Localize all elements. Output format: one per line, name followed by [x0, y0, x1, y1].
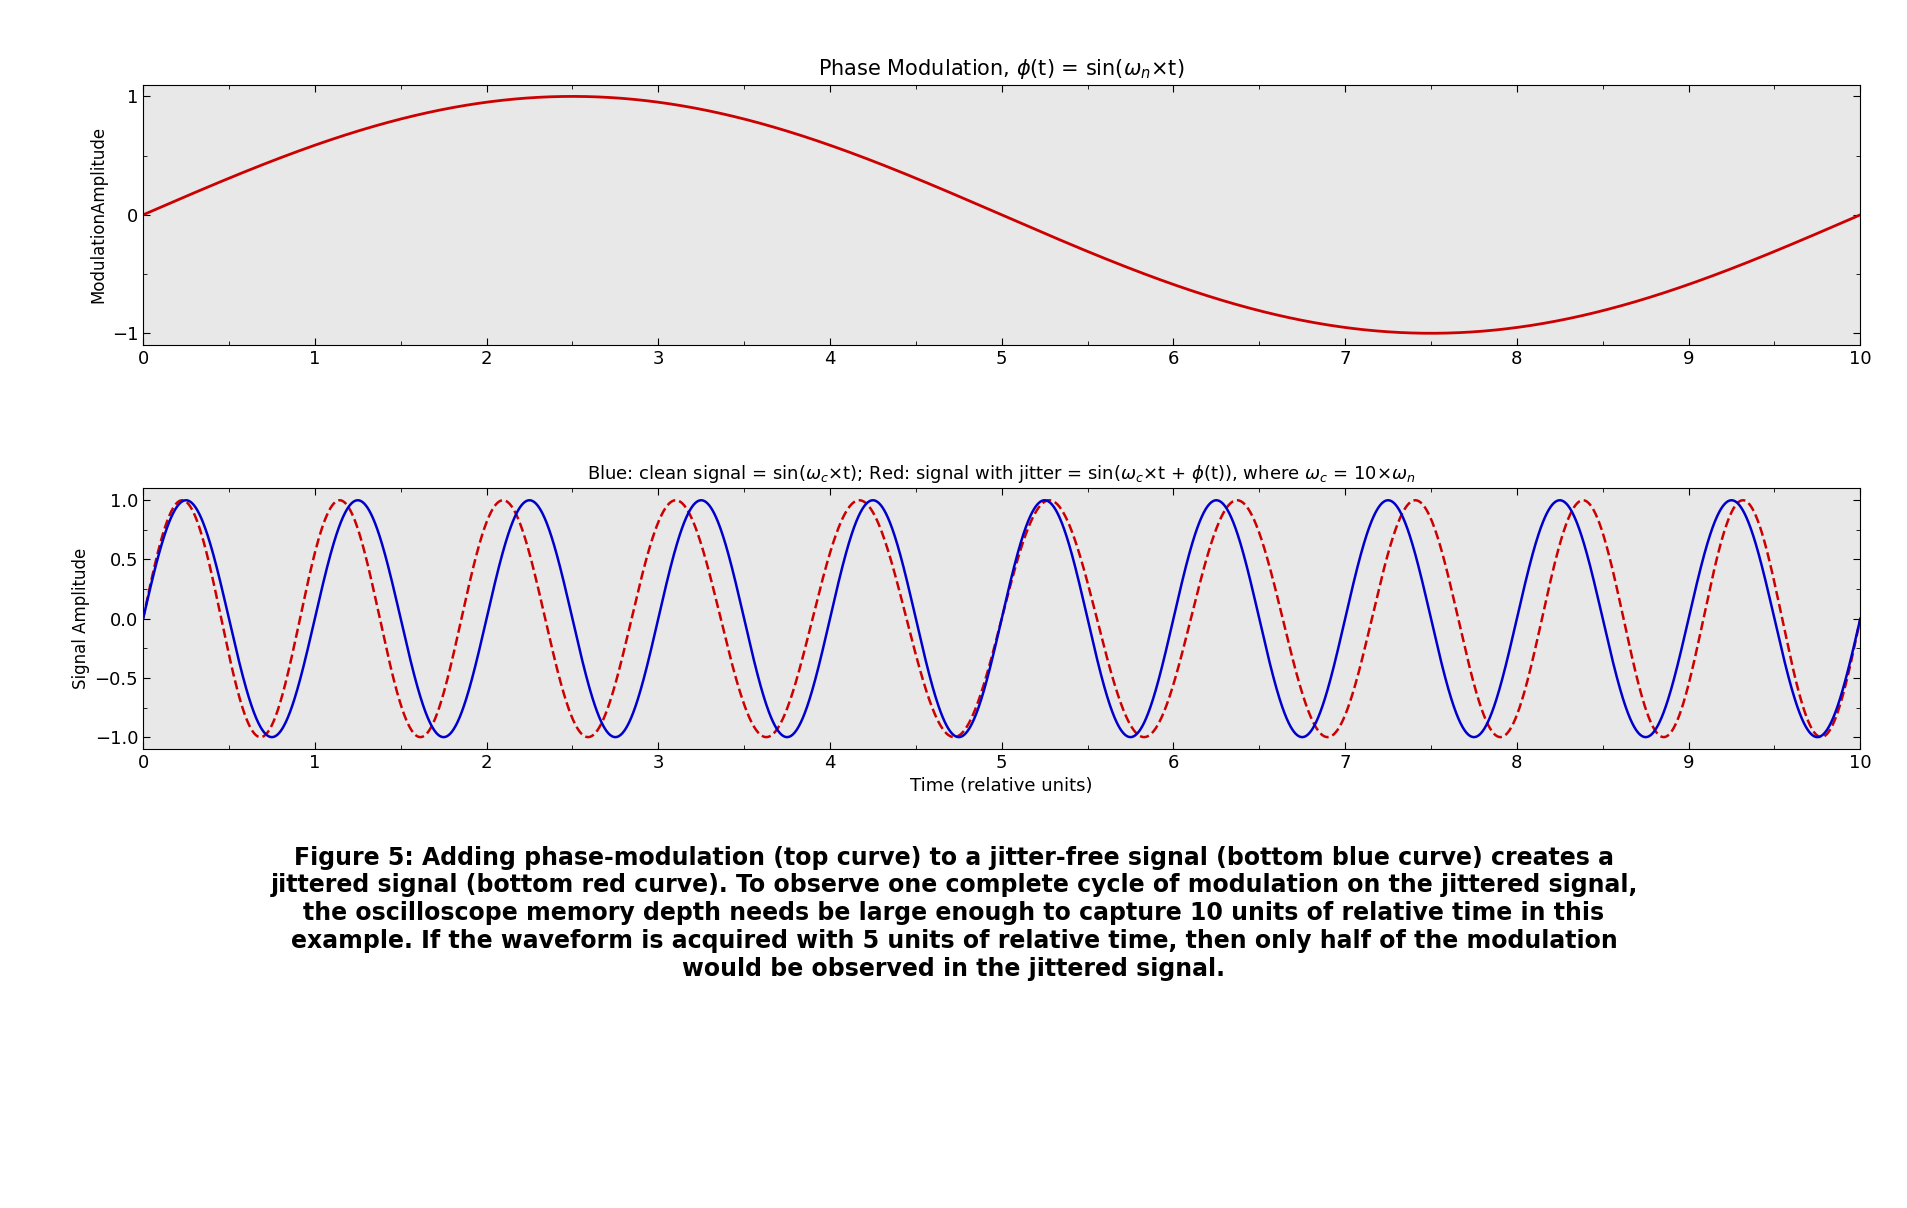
- Text: Figure 5: Adding phase-modulation (top curve) to a jitter-free signal (bottom bl: Figure 5: Adding phase-modulation (top c…: [271, 846, 1636, 981]
- Title: Phase Modulation, $\phi$(t) = sin($\omega_n$$\times$t): Phase Modulation, $\phi$(t) = sin($\omeg…: [818, 57, 1184, 81]
- X-axis label: Time (relative units): Time (relative units): [910, 778, 1093, 795]
- Title: Blue: clean signal = sin($\omega_c$$\times$t); Red: signal with jitter = sin($\o: Blue: clean signal = sin($\omega_c$$\tim…: [587, 463, 1415, 484]
- Y-axis label: ModulationAmplitude: ModulationAmplitude: [90, 127, 107, 303]
- Y-axis label: Signal Amplitude: Signal Amplitude: [72, 548, 90, 690]
